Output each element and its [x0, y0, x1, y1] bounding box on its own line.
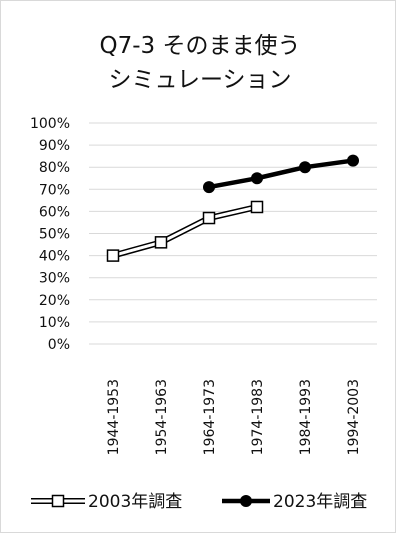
- series-2003-line-inner: [112, 205, 258, 258]
- y-tick-label: 60%: [39, 204, 70, 220]
- grid-lines: [89, 122, 377, 345]
- x-tick-label: 1964-1973: [202, 379, 218, 455]
- y-tick-label: 40%: [39, 249, 70, 265]
- y-tick-label: 50%: [39, 227, 70, 243]
- y-tick-label: 30%: [39, 271, 70, 287]
- legend-2003-label: 2003年調査: [88, 492, 182, 512]
- y-tick-label: 90%: [39, 138, 70, 154]
- series-2003-point: [106, 249, 120, 262]
- series-2023-point: [203, 181, 215, 194]
- y-tick-label: 70%: [39, 182, 70, 198]
- legend-2023-label: 2023年調査: [273, 492, 367, 512]
- chart-title-line1: Q7-3 そのまま使う: [100, 33, 301, 59]
- series-2023-point: [299, 161, 311, 174]
- y-tick-label: 100%: [30, 116, 70, 132]
- x-tick-label: 1944-1953: [106, 379, 122, 455]
- y-tick-label: 0%: [48, 337, 70, 353]
- legend: 2003年調査 2023年調査: [31, 492, 367, 512]
- series-2023-line: [208, 158, 354, 190]
- series-2003-point: [250, 200, 264, 214]
- x-axis-ticks: 1944-1953 1954-1963 1964-1973 1974-1983 1984…: [106, 379, 362, 455]
- y-tick-label: 10%: [39, 315, 70, 331]
- legend-2003-marker: [51, 494, 65, 508]
- legend-2023-marker: [240, 495, 252, 507]
- x-tick-label: 1974-1983: [250, 379, 266, 455]
- chart-title-line2: シミュレーション: [108, 67, 291, 93]
- x-tick-label: 1984-1993: [298, 379, 314, 455]
- series-layer: [106, 154, 359, 262]
- series-2003-point: [202, 211, 216, 225]
- x-tick-label: 1994-2003: [346, 379, 362, 455]
- y-tick-label: 20%: [39, 293, 70, 309]
- x-tick-label: 1954-1963: [154, 379, 170, 455]
- y-tick-label: 80%: [39, 160, 70, 176]
- y-axis-ticks: 0% 10% 20% 30% 40% 50% 60% 70% 80% 90% 100%: [30, 116, 70, 353]
- series-2003-point: [154, 236, 168, 249]
- series-2023-point: [347, 154, 359, 167]
- series-2023-point: [251, 172, 263, 185]
